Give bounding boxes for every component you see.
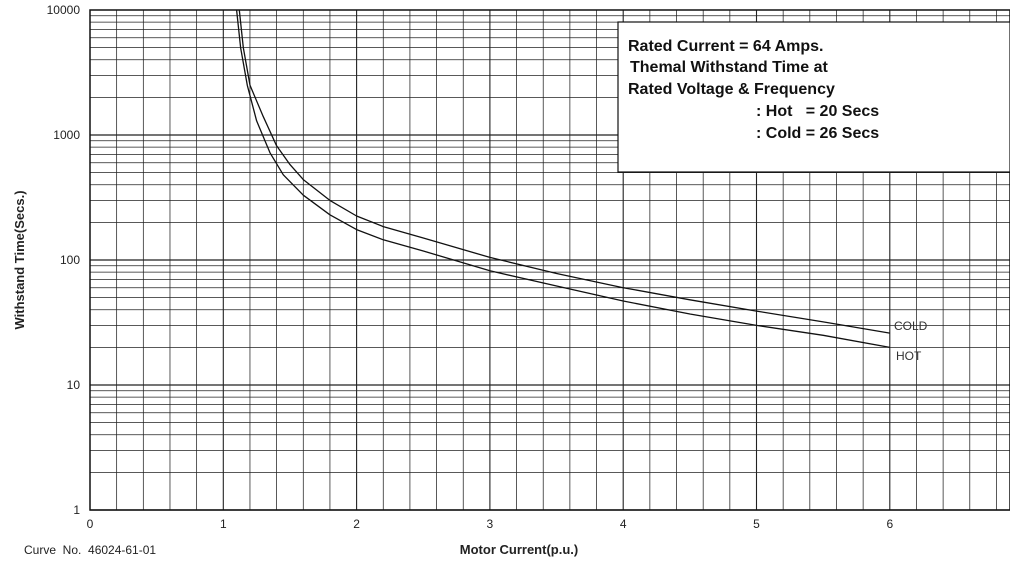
annotation-line-4: : Hot = 20 Secs [756,103,879,120]
x-tick-label: 3 [487,517,494,531]
x-tick-label: 1 [220,517,227,531]
annotation-box [617,21,1010,173]
annotation-line-3: Rated Voltage & Frequency [628,81,835,98]
annotation-line-1: Rated Current = 64 Amps. [628,38,823,55]
y-tick-label: 10000 [47,3,81,17]
series-label-cold: COLD [894,319,928,333]
annotation-line-5: : Cold = 26 Secs [756,125,879,142]
series-line-cold [238,9,890,334]
series-label-hot: HOT [896,349,922,363]
y-axis-label: Withstand Time(Secs.) [12,190,27,329]
x-tick-label: 0 [87,517,94,531]
y-tick-label: 100 [60,253,80,267]
x-axis-label: Motor Current(p.u.) [460,542,578,557]
x-tick-label: 2 [353,517,360,531]
curve-number: Curve No. 46024-61-01 [24,543,156,557]
plot-frame [89,9,1010,511]
x-tick-label: 6 [886,517,893,531]
x-tick-label: 4 [620,517,627,531]
y-tick-label: 1000 [53,128,80,142]
y-tick-label: 10 [67,378,81,392]
series-line-hot [235,9,890,349]
series-layer [235,9,890,349]
y-tick-label: 1 [73,503,80,517]
annotation-line-2: Themal Withstand Time at [630,59,828,76]
x-tick-label: 5 [753,517,760,531]
